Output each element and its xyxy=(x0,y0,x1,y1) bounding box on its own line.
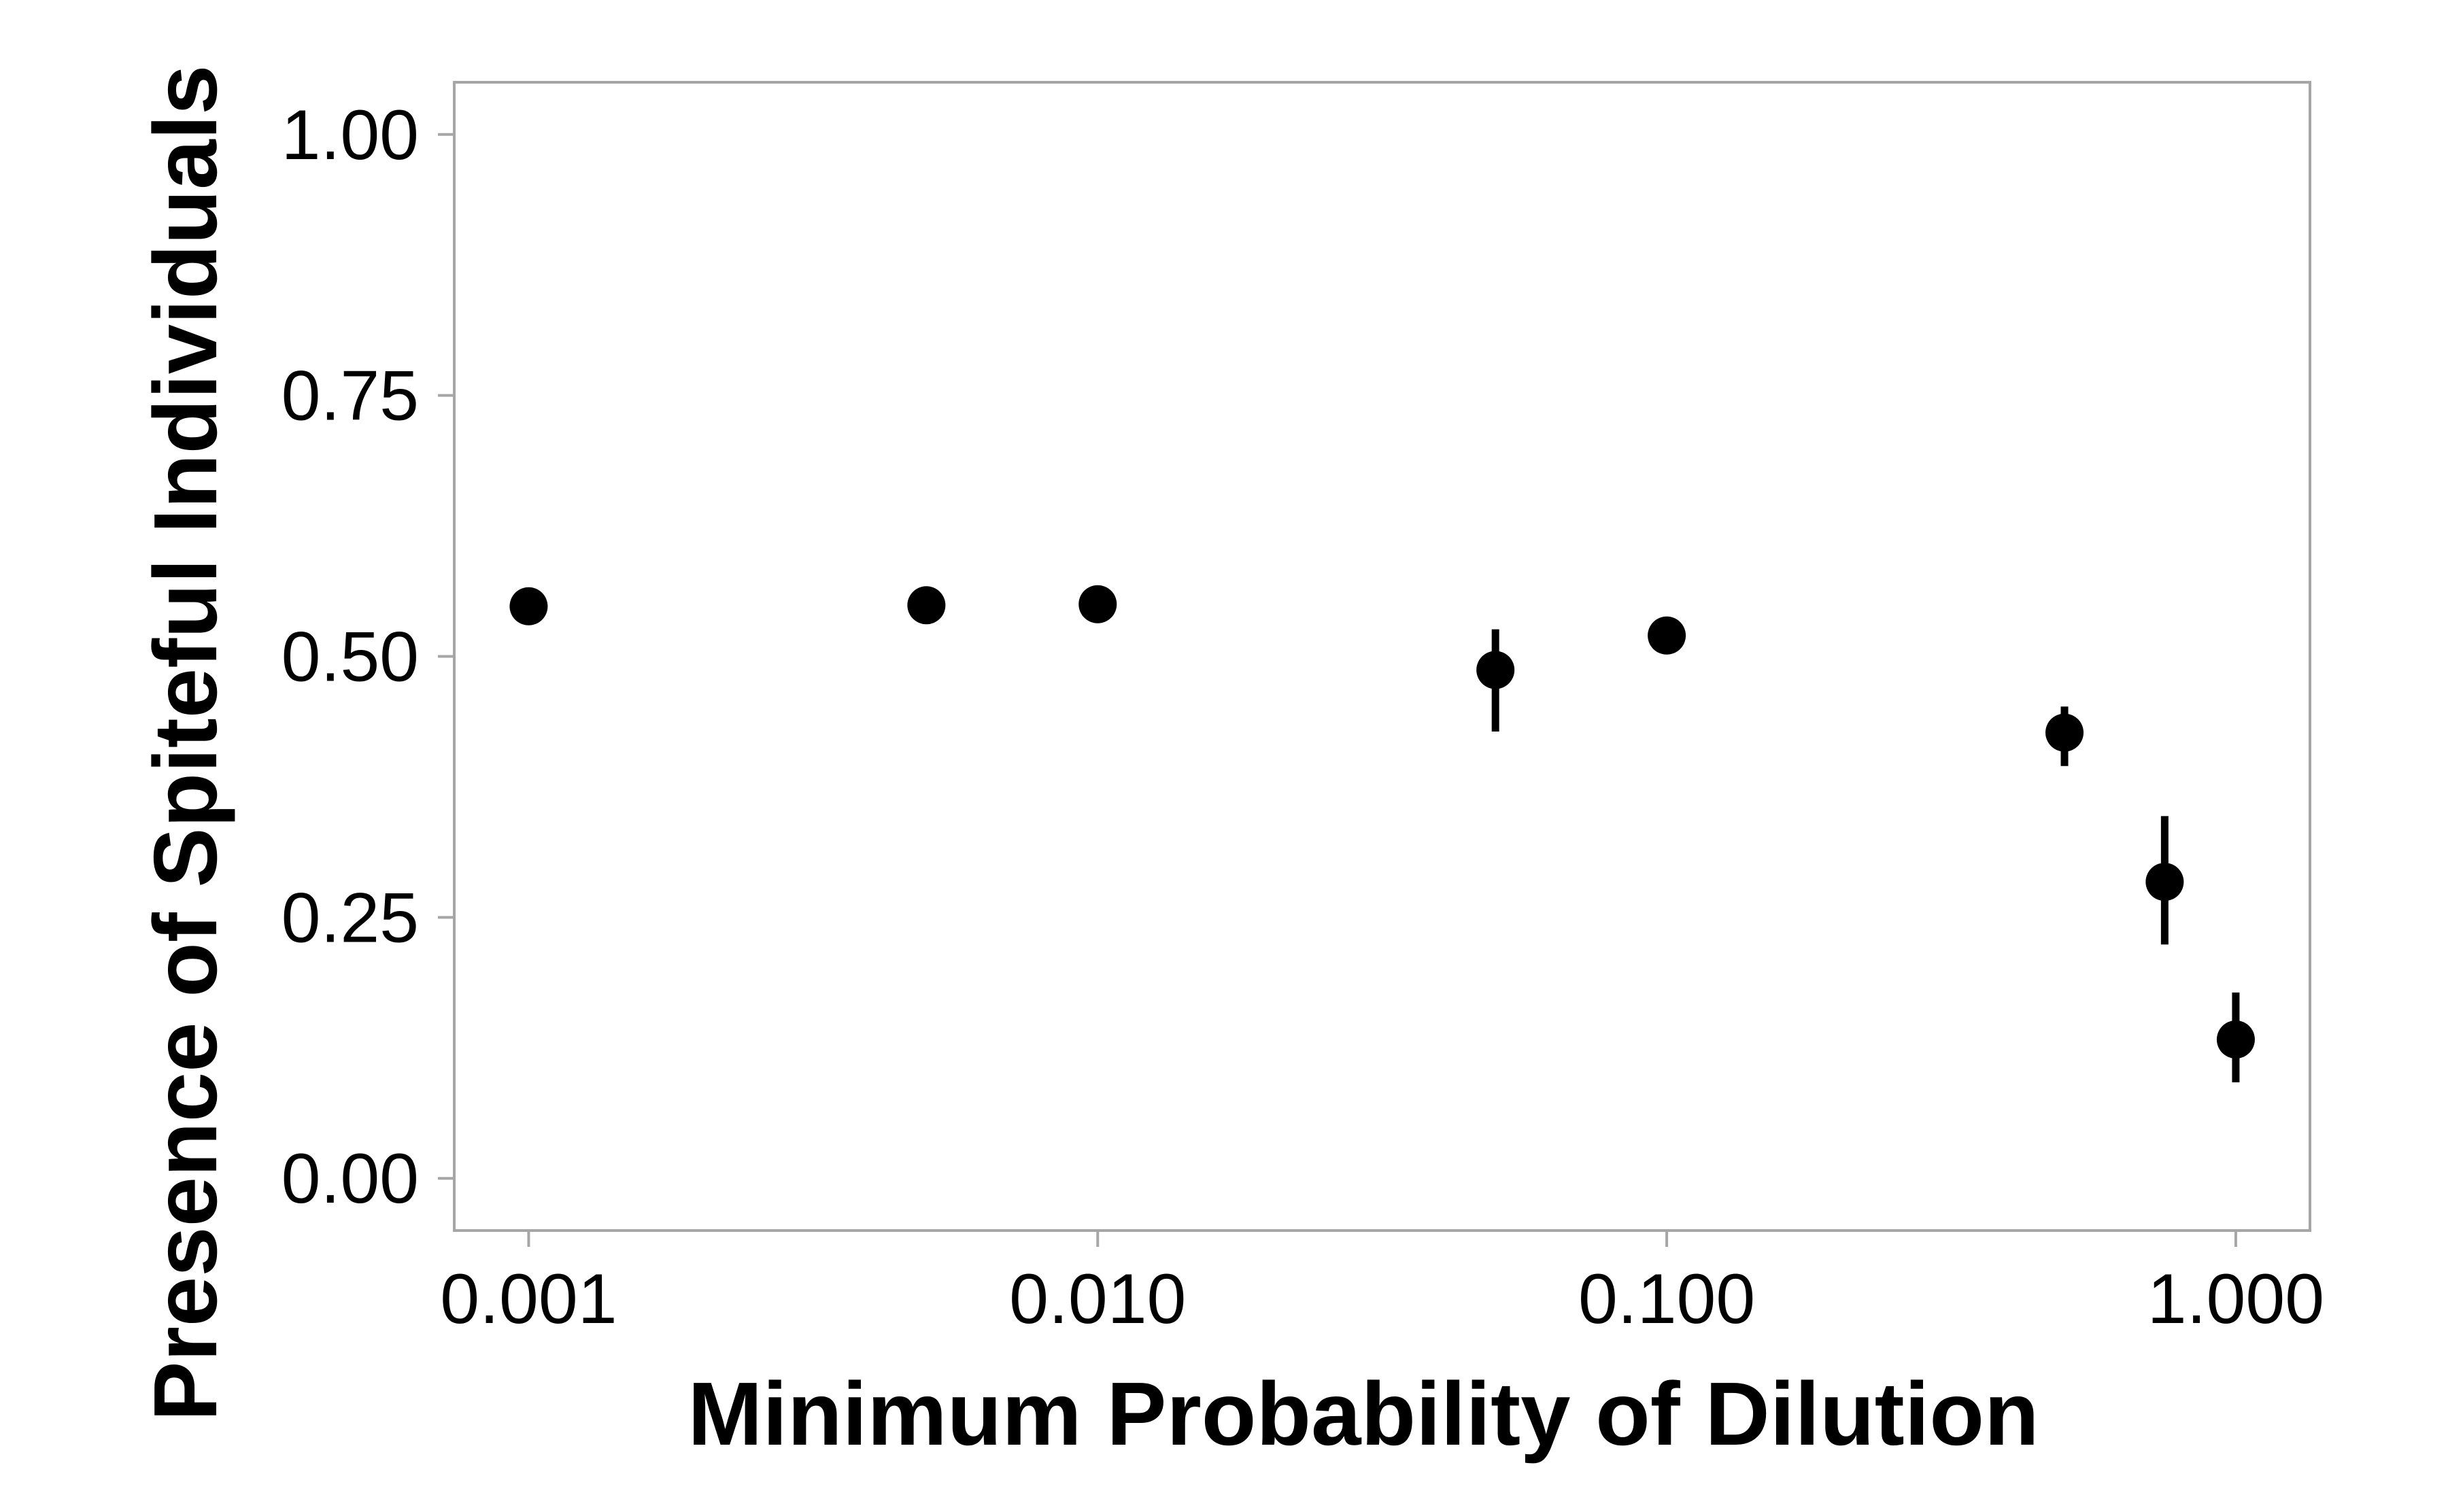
y-tick-label: 0.50 xyxy=(282,618,419,697)
x-tick-label: 0.100 xyxy=(1578,1260,1755,1339)
data-point xyxy=(1476,651,1515,689)
data-point xyxy=(907,586,946,625)
y-tick-label: 0.75 xyxy=(282,357,419,436)
plot-frame xyxy=(453,81,2311,1232)
data-point xyxy=(1078,585,1117,623)
data-point xyxy=(2216,1020,2255,1059)
y-axis: 0.00 0.25 0.50 0.75 1.00 xyxy=(282,96,454,1218)
y-tick-label: 0.00 xyxy=(282,1139,419,1218)
x-axis-title: Minimum Probability of Dilution xyxy=(687,1364,2039,1464)
y-axis-title: Presence of Spiteful Individuals xyxy=(135,65,235,1421)
data-point xyxy=(1648,616,1686,655)
x-tick-label: 0.010 xyxy=(1009,1260,1186,1339)
data-point xyxy=(509,587,548,625)
x-tick-label: 0.001 xyxy=(440,1260,617,1339)
data-point xyxy=(2045,713,2084,752)
data-points xyxy=(509,585,2255,1082)
x-axis: 0.001 0.010 0.100 1.000 xyxy=(440,1231,2324,1339)
y-tick-label: 1.00 xyxy=(282,96,419,175)
y-tick-label: 0.25 xyxy=(282,878,419,957)
x-tick-label: 1.000 xyxy=(2147,1260,2324,1339)
data-point xyxy=(2145,863,2184,901)
